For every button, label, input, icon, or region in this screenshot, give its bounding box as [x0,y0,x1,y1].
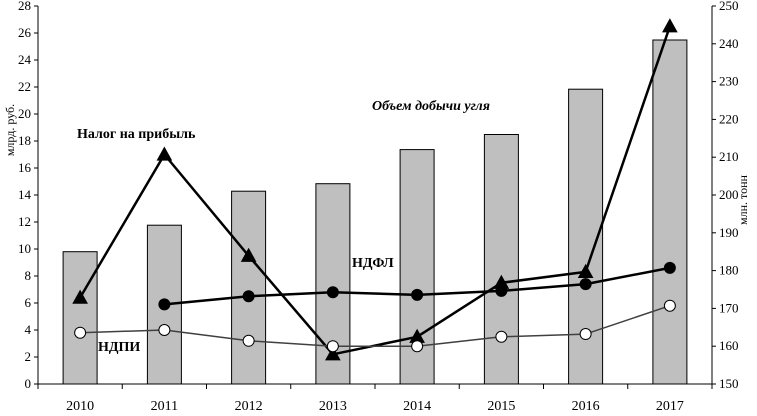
point-ндпи-2015 [495,330,508,343]
right-tick-label-240: 240 [719,36,739,51]
right-tick-label-190: 190 [719,225,739,240]
right-tick-label-230: 230 [719,74,739,89]
axes-layer: 0246810121416182022242628150160170180190… [3,0,750,414]
x-tick-label-2011: 2011 [151,399,178,414]
annotation-налог-на-прибыль: Налог на прибыль [77,127,196,142]
line-ндпи [80,304,671,347]
bar-2017 [652,39,688,385]
point-ндфл-2013 [326,286,339,299]
right-tick-label-170: 170 [719,300,739,315]
bar-2010 [62,251,98,385]
left-tick-label-12: 12 [18,214,31,229]
left-tick-label-16: 16 [18,160,32,175]
annotation-объем-добычи-угля: Объем добычи угля [372,99,490,114]
annotation-ндфл: НДФЛ [352,256,394,271]
right-tick-label-250: 250 [719,0,739,13]
point-налог-на-прибыль-2016 [577,263,594,279]
point-ндфл-2012 [242,290,255,303]
right-tick-label-150: 150 [719,376,739,391]
point-ндфл-2011 [158,298,171,311]
point-ндпи-2010 [74,326,87,339]
point-налог-на-прибыль-2017 [662,18,678,33]
point-ндпи-2013 [326,340,339,353]
left-tick-label-2: 2 [25,349,32,364]
left-tick-label-22: 22 [18,79,31,94]
point-ндпи-2014 [411,340,424,353]
point-ндпи-2017 [663,299,676,312]
bar-2012 [231,190,267,385]
left-tick-label-28: 28 [18,0,31,13]
point-ндфл-2014 [411,288,424,301]
bars-layer [62,39,688,385]
labels-layer: Налог на прибыль Объем добычи угля НДФЛ НДП… [77,99,490,355]
x-tick-label-2015: 2015 [487,399,515,414]
left-tick-label-18: 18 [18,133,31,148]
x-tick-label-2016: 2016 [572,399,600,414]
x-tick-label-2017: 2017 [656,399,684,414]
right-tick-label-220: 220 [719,111,739,126]
right-tick-label-200: 200 [719,187,739,202]
left-tick-label-26: 26 [18,25,32,40]
left-tick-label-6: 6 [25,295,32,310]
point-ндфл-2016 [579,278,592,291]
annotation-ндпи: НДПИ [98,340,140,355]
point-налог-на-прибыль-2012 [240,247,257,262]
left-tick-label-20: 20 [18,106,31,121]
right-tick-label-180: 180 [719,263,739,278]
left-tick-label-10: 10 [18,241,31,256]
right-tick-label-210: 210 [719,149,739,164]
left-tick-label-24: 24 [18,52,32,67]
point-налог-на-прибыль-2010 [72,289,88,304]
markers-layer [72,18,678,361]
bar-2015 [483,134,519,385]
point-налог-на-прибыль-2011 [156,146,173,161]
y-axis-title: млрд. руб. [3,104,17,156]
left-tick-label-0: 0 [25,376,32,391]
right-tick-label-160: 160 [719,338,739,353]
y2-axis-title: млн. тонн [736,174,750,225]
point-налог-на-прибыль-2013 [325,346,341,361]
point-ндфл-2015 [495,284,508,297]
left-tick-label-14: 14 [18,187,32,202]
point-ндпи-2016 [579,328,592,341]
point-ндфл-2017 [663,261,676,274]
left-tick-label-8: 8 [25,268,32,283]
point-ндпи-2011 [158,324,171,336]
x-tick-label-2010: 2010 [66,399,94,414]
point-ндпи-2012 [242,334,255,347]
x-tick-label-2014: 2014 [403,399,431,414]
x-tick-label-2012: 2012 [235,399,263,414]
left-tick-label-4: 4 [25,322,32,337]
x-tick-label-2013: 2013 [319,399,347,414]
